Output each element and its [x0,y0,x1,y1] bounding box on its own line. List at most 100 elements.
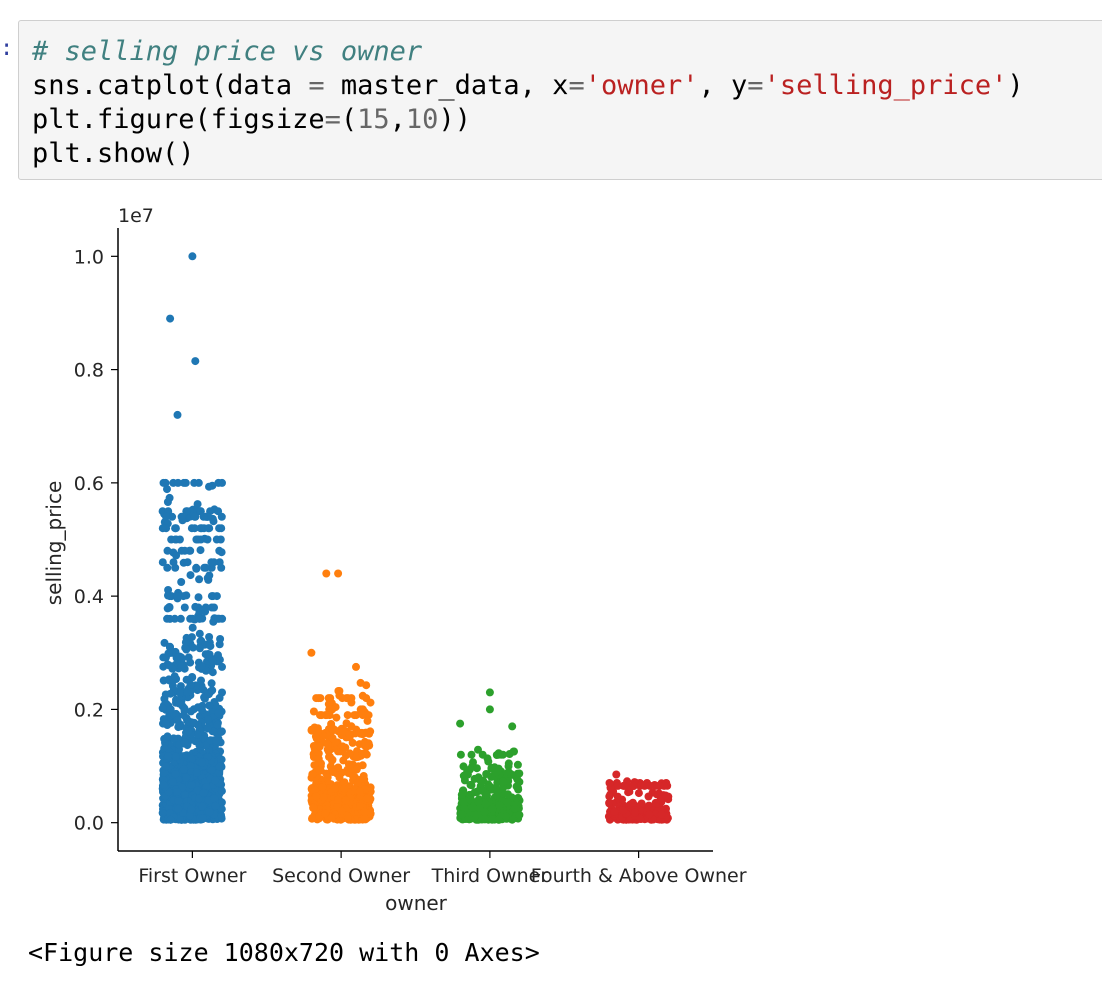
data-point [193,786,202,795]
code-cell[interactable]: # selling price vs owner sns.catplot(dat… [18,20,1102,180]
data-point [194,593,203,602]
data-point [188,252,197,261]
data-point [315,742,324,751]
data-point [214,709,223,718]
data-point [334,569,343,578]
data-point [344,814,352,823]
data-point [166,314,175,323]
data-point [314,755,323,764]
data-point [612,770,621,779]
code-token: ( [340,104,358,135]
data-point [205,524,214,533]
data-point [206,736,215,745]
data-point [308,770,317,779]
code-operator: = [568,70,585,101]
data-point [338,742,347,751]
data-point [174,478,182,487]
data-point [337,807,346,816]
data-point [166,705,175,714]
data-point [166,815,175,824]
data-point [161,478,170,487]
data-point [634,789,643,798]
data-point [485,782,494,791]
data-point [472,788,481,796]
data-point [182,507,191,516]
data-point [198,814,207,823]
data-point [192,563,201,572]
data-point [198,706,206,714]
data-point [499,777,507,786]
x-tick-label: First Owner [138,865,246,887]
data-point [312,792,321,801]
data-point [619,806,628,815]
data-point [327,720,336,728]
data-point [184,727,193,736]
data-point [488,805,497,814]
data-point [460,776,469,785]
data-point [478,750,487,759]
data-point [212,736,221,745]
data-point [182,773,191,782]
data-point [208,686,217,695]
data-point [177,578,186,586]
data-point [203,535,212,544]
code-number: 15 [357,104,390,135]
data-point [163,546,172,555]
data-point [164,649,173,658]
data-point [163,485,171,494]
data-point [214,478,223,487]
data-point [180,738,189,747]
data-point [208,668,217,677]
data-point [211,776,220,785]
data-point [361,740,370,749]
data-point [215,640,224,649]
data-point [181,791,190,800]
data-point [165,592,174,601]
data-point [161,719,170,728]
data-point [362,694,371,703]
data-point [309,803,318,812]
data-point [322,569,331,578]
data-point [180,603,189,612]
data-point [664,795,673,804]
data-point [352,753,360,762]
data-point [161,690,170,699]
data-point [158,809,167,817]
x-axis-label: owner [385,891,448,915]
data-point [474,797,483,806]
data-point [218,662,226,671]
data-point [605,792,614,801]
data-point [172,551,181,560]
data-point [347,694,356,703]
data-point [515,810,524,819]
data-point [480,808,489,817]
data-point [472,764,481,773]
code-operator: = [747,70,764,101]
data-point [211,701,220,709]
data-point [492,768,501,777]
code-token: plt.figure(figsize [32,104,325,135]
data-point [655,781,664,790]
data-point [215,693,224,702]
data-point [173,716,182,725]
data-point [508,722,517,731]
data-point [183,558,192,567]
data-point [186,680,195,689]
data-point [199,512,208,521]
data-point [358,705,367,714]
y-tick-label: 0.2 [74,699,104,721]
data-point [205,808,214,817]
data-point [334,795,342,804]
data-point [645,781,654,790]
strip-plot: 0.0 0.2 0.4 0.6 0.8 1.0 First Owner Second Own… [42,205,747,915]
data-point [362,794,371,803]
data-point [318,783,327,792]
data-point [168,512,177,521]
data-point [194,603,203,612]
data-point [501,812,510,821]
data-point [310,786,319,795]
data-point [479,776,488,785]
data-point [171,563,180,572]
y-ticks: 0.0 0.2 0.4 0.6 0.8 1.0 [74,246,118,835]
data-point [172,709,181,718]
